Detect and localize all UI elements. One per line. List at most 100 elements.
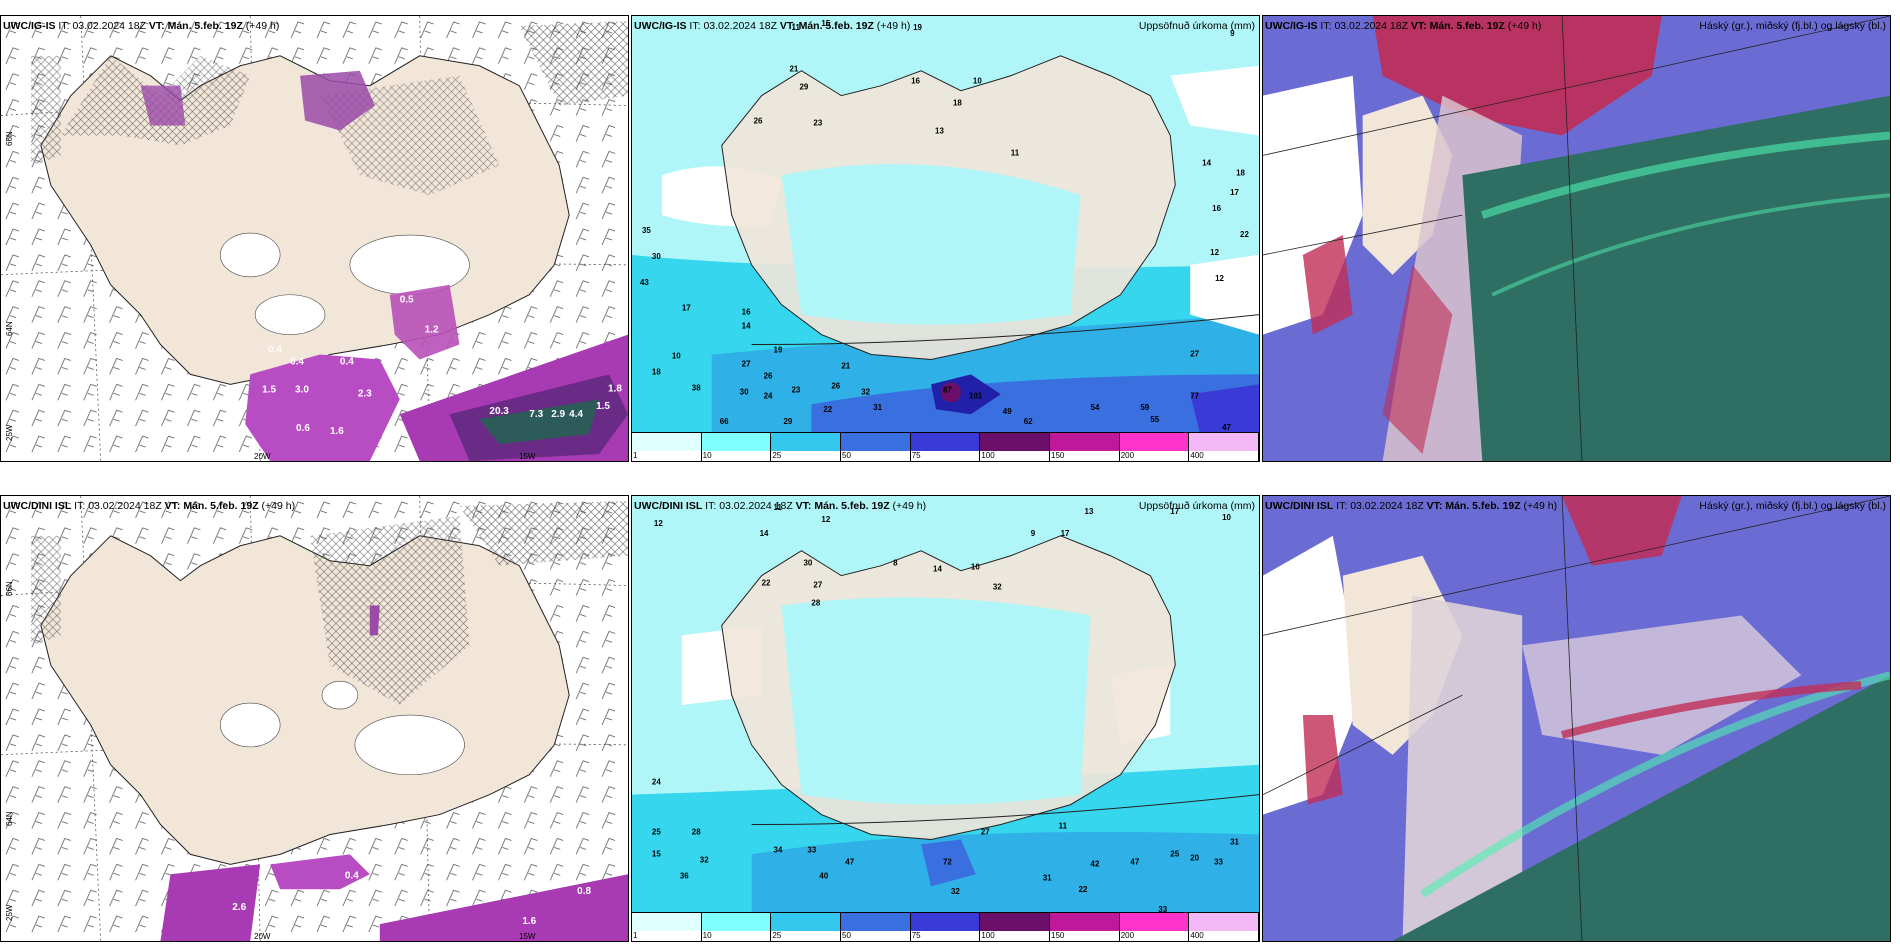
svg-text:29: 29 — [799, 83, 808, 92]
precip-values-bottom-mid: 11 12 14 17 13 30 27 28 22 32 8 12 10 14… — [652, 503, 1240, 914]
svg-text:18: 18 — [1236, 168, 1245, 177]
panel-header: UWC/DINI ISL IT: 03.02.2024 18Z VT: Mán.… — [1265, 500, 1558, 512]
panel-precip-dini: 11 12 14 17 13 30 27 28 22 32 8 12 10 14… — [631, 495, 1260, 942]
precip-title: Uppsöfnuð úrkoma (mm) — [1138, 20, 1255, 32]
svg-text:7.3: 7.3 — [529, 409, 543, 420]
svg-text:23: 23 — [791, 385, 800, 394]
svg-text:28: 28 — [811, 599, 820, 608]
panel-header: UWC/DINI ISL IT: 03.02.2024 18Z VT: Mán.… — [3, 500, 296, 512]
svg-text:47: 47 — [845, 857, 854, 866]
svg-text:17: 17 — [1061, 529, 1070, 538]
panel-header: UWC/IG-IS IT: 03.02.2024 18Z VT: Mán. 5.… — [3, 20, 280, 32]
svg-text:32: 32 — [993, 583, 1002, 592]
svg-text:1.5: 1.5 — [596, 401, 610, 412]
panel-wind-dini: 0.4 2.6 0.8 1.6 UWC/DINI ISL IT: 03.02.2… — [0, 495, 629, 942]
svg-text:87: 87 — [943, 385, 952, 394]
svg-text:32: 32 — [700, 855, 709, 864]
svg-text:25: 25 — [652, 827, 661, 836]
precip-title: Uppsöfnuð úrkoma (mm) — [1138, 500, 1255, 512]
svg-text:0.3: 0.3 — [596, 325, 610, 336]
svg-text:0.4: 0.4 — [345, 870, 359, 881]
lat-label: 66N — [5, 131, 14, 146]
svg-text:33: 33 — [807, 845, 816, 854]
svg-text:55: 55 — [1150, 415, 1159, 424]
panel-header: UWC/IG-IS IT: 03.02.2024 18Z VT: Mán. 5.… — [634, 20, 911, 32]
svg-text:29: 29 — [784, 417, 793, 426]
svg-text:21: 21 — [841, 361, 850, 370]
svg-text:1.5: 1.5 — [262, 384, 276, 395]
svg-text:54: 54 — [1091, 403, 1100, 412]
svg-text:2.3: 2.3 — [358, 388, 372, 399]
svg-text:16: 16 — [911, 77, 920, 86]
svg-text:10: 10 — [973, 77, 982, 86]
svg-text:16: 16 — [742, 308, 751, 317]
cloud-title: Háský (gr.), miðský (fj.bl.) og lágský (… — [1699, 20, 1886, 32]
svg-text:27: 27 — [813, 581, 822, 590]
svg-text:31: 31 — [873, 403, 882, 412]
svg-text:18: 18 — [652, 367, 661, 376]
svg-text:32: 32 — [861, 387, 870, 396]
svg-text:30: 30 — [740, 387, 749, 396]
svg-text:26: 26 — [831, 381, 840, 390]
svg-text:47: 47 — [1222, 423, 1231, 432]
lon-label: 25W — [5, 904, 14, 921]
svg-text:22: 22 — [1240, 230, 1249, 239]
svg-text:0.3: 0.3 — [551, 325, 565, 336]
svg-text:31: 31 — [1230, 837, 1239, 846]
svg-text:12: 12 — [654, 519, 663, 528]
svg-text:20: 20 — [1190, 853, 1199, 862]
svg-text:17: 17 — [1230, 188, 1239, 197]
svg-text:15: 15 — [821, 19, 830, 28]
svg-text:59: 59 — [1140, 403, 1149, 412]
svg-text:9: 9 — [1230, 29, 1235, 38]
svg-text:3.0: 3.0 — [295, 384, 309, 395]
svg-text:31: 31 — [1043, 873, 1052, 882]
precip-map-igis: 9 11 15 19 21 29 23 16 13 10 18 26 11 12… — [632, 16, 1259, 461]
svg-text:10: 10 — [971, 563, 980, 572]
svg-text:11: 11 — [1011, 148, 1020, 157]
svg-text:27: 27 — [742, 359, 751, 368]
svg-text:30: 30 — [652, 252, 661, 261]
lon-label: 15W — [519, 932, 536, 941]
svg-text:2.6: 2.6 — [232, 902, 246, 913]
svg-text:1.2: 1.2 — [425, 325, 439, 336]
svg-text:72: 72 — [943, 857, 952, 866]
svg-text:24: 24 — [764, 391, 773, 400]
svg-text:47: 47 — [1130, 857, 1139, 866]
svg-text:22: 22 — [1079, 885, 1088, 894]
panel-header: UWC/DINI ISL IT: 03.02.2024 18Z VT: Mán.… — [634, 500, 927, 512]
svg-text:23: 23 — [813, 119, 822, 128]
svg-text:42: 42 — [1091, 859, 1100, 868]
svg-text:28: 28 — [692, 827, 701, 836]
svg-text:22: 22 — [762, 579, 771, 588]
wind-map-igis: 0.5 1.2 0.4 0.4 0.4 3.0 1.5 2.3 0.6 1.6 … — [1, 16, 628, 461]
precip-colorbar: 1 10 25 50 75 100 150 200 400 — [632, 432, 1259, 461]
svg-text:16: 16 — [1212, 204, 1221, 213]
lat-label: 64N — [5, 811, 14, 826]
svg-text:49: 49 — [1003, 407, 1012, 416]
svg-text:13: 13 — [935, 126, 944, 135]
svg-text:32: 32 — [951, 887, 960, 896]
lat-label: 64N — [5, 321, 14, 336]
svg-text:1.8: 1.8 — [608, 383, 622, 394]
lon-label: 20W — [254, 452, 271, 461]
svg-text:11: 11 — [774, 503, 783, 512]
svg-text:11: 11 — [791, 23, 800, 32]
svg-text:0.4: 0.4 — [290, 356, 304, 367]
cloud-map-igis — [1263, 16, 1890, 461]
svg-text:27: 27 — [981, 827, 990, 836]
svg-text:33: 33 — [1158, 905, 1167, 914]
svg-text:12: 12 — [1210, 248, 1219, 257]
svg-text:0.8: 0.8 — [577, 886, 591, 897]
svg-text:36: 36 — [680, 871, 689, 880]
svg-text:40: 40 — [819, 871, 828, 880]
svg-text:11: 11 — [1059, 822, 1068, 831]
panel-clouds-dini: UWC/DINI ISL IT: 03.02.2024 18Z VT: Mán.… — [1262, 495, 1891, 942]
svg-text:26: 26 — [764, 371, 773, 380]
svg-text:26: 26 — [754, 117, 763, 126]
svg-text:0.6: 0.6 — [296, 423, 310, 434]
svg-text:38: 38 — [692, 383, 701, 392]
svg-text:101: 101 — [969, 391, 983, 400]
svg-text:34: 34 — [774, 845, 783, 854]
svg-text:10: 10 — [672, 351, 681, 360]
